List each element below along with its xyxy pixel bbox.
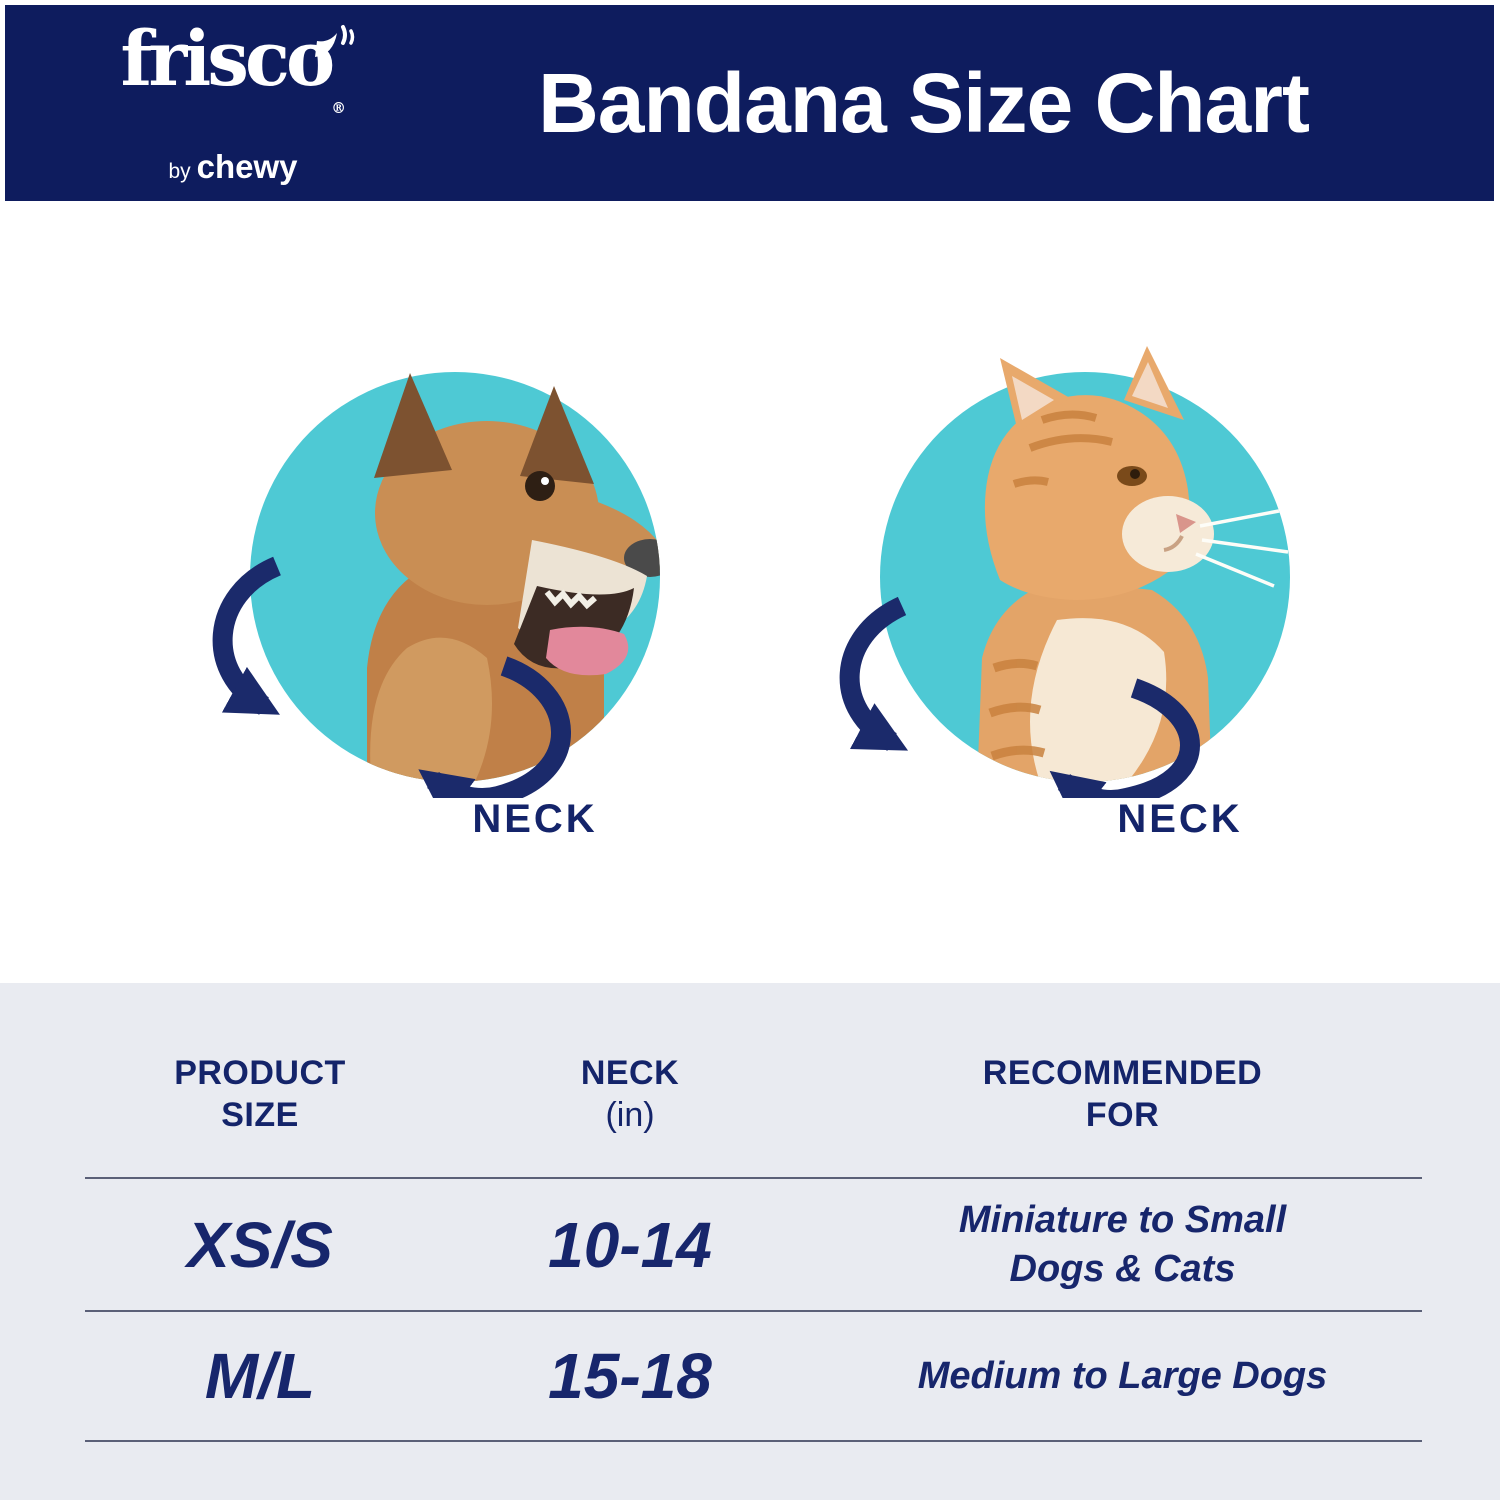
recommended-value: Medium to Large Dogs xyxy=(917,1354,1328,1397)
neck-measure-arrow-icon xyxy=(839,596,1200,798)
neck-value: 10-14 xyxy=(548,1208,712,1281)
size-value: M/L xyxy=(204,1340,316,1412)
frisco-wordmark: frisco® xyxy=(120,13,346,117)
byline-by-text: by xyxy=(168,159,191,183)
size-chart-table: PRODUCT SIZE NECK (in) RECOMMENDED FOR X… xyxy=(0,983,1500,1500)
cat-neck-label: NECK xyxy=(1117,797,1243,841)
table-row: XS/S 10-14 Miniature to Small Dogs & Cat… xyxy=(85,1179,1420,1310)
neck-value: 15-18 xyxy=(548,1340,712,1412)
cat-photo xyxy=(977,346,1289,782)
chewy-wordmark: chewy xyxy=(196,147,298,185)
by-chewy-byline: by chewy xyxy=(83,148,383,186)
column-header-recommended-for: RECOMMENDED FOR xyxy=(982,1054,1263,1134)
neck-measure-arrow-icon xyxy=(212,556,571,798)
column-header-product-size: PRODUCT SIZE xyxy=(174,1054,346,1134)
recommended-value: Miniature to Small Dogs & Cats xyxy=(958,1198,1287,1290)
table-header-row: PRODUCT SIZE NECK (in) RECOMMENDED FOR xyxy=(85,1019,1420,1169)
header-banner: frisco® by chewy Bandana Size Chart xyxy=(5,5,1494,201)
frisco-logo: frisco® by chewy xyxy=(83,13,383,186)
column-header-neck-in: NECK (in) xyxy=(580,1054,680,1134)
logo-tail-swoosh-icon xyxy=(315,24,355,57)
row-divider xyxy=(85,1310,1422,1312)
row-divider xyxy=(85,1177,1422,1179)
dog-photo xyxy=(367,373,660,782)
dog-neck-label: NECK xyxy=(472,797,598,841)
row-divider xyxy=(85,1440,1422,1442)
cat-neck-measurement-figure xyxy=(839,346,1290,798)
page-title: Bandana Size Chart xyxy=(538,55,1310,150)
size-value: XS/S xyxy=(187,1208,333,1281)
table-row: M/L 15-18 Medium to Large Dogs xyxy=(85,1312,1420,1440)
registered-mark: ® xyxy=(331,98,346,117)
dog-neck-measurement-figure xyxy=(212,372,660,798)
